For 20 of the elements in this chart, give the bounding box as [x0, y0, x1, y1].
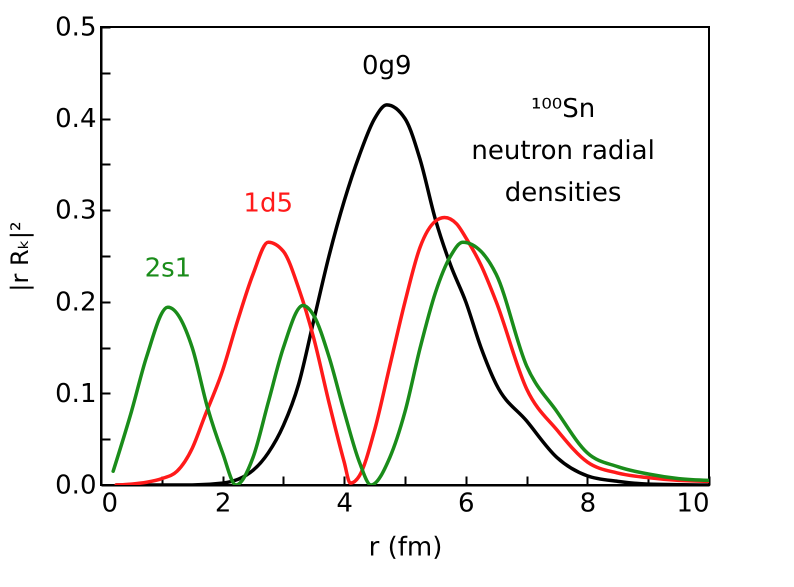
series-label: 2s1 [144, 253, 192, 284]
y-tick-label: 0.1 [55, 378, 96, 409]
y-tick-label: 0.4 [55, 104, 96, 134]
annotation: neutron radial [471, 136, 655, 166]
x-tick-label: 0 [102, 488, 118, 518]
y-tick-label: 0.0 [55, 470, 96, 500]
x-axis-title: r (fm) [368, 532, 442, 562]
x-tick-label: 6 [458, 488, 475, 518]
x-tick-label: 2 [214, 488, 232, 518]
y-axis-title: |r Rₖ|² [6, 221, 34, 292]
annotation: densities [504, 178, 622, 208]
y-tick-label: 0.2 [55, 287, 96, 318]
series-label: 1d5 [243, 188, 293, 218]
x-tick-label: 4 [336, 488, 353, 518]
series-label: 0g9 [362, 50, 412, 81]
annotation: ¹⁰⁰Sn [530, 94, 596, 124]
y-tick-label: 0.5 [55, 12, 96, 42]
x-tick-label: 10 [676, 488, 710, 518]
x-tick-label: 8 [580, 488, 596, 518]
y-tick-label: 0.3 [55, 196, 96, 226]
